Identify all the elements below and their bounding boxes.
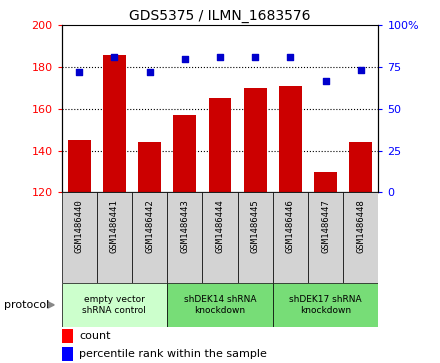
Point (216, 54, 224, 60)
Bar (62, 192, 97, 283)
Text: GSM1486440: GSM1486440 (75, 200, 84, 253)
Bar (62, 347, 73, 361)
Text: shDEK17 shRNA
knockdown: shDEK17 shRNA knockdown (289, 295, 362, 315)
Bar (244, 88, 267, 192)
Bar (62, 283, 167, 327)
Text: GSM1486445: GSM1486445 (251, 200, 260, 253)
Bar (279, 86, 302, 192)
Bar (314, 172, 337, 192)
Bar (97, 192, 132, 283)
Point (111, 54, 118, 60)
Text: GSM1486443: GSM1486443 (180, 200, 189, 253)
Bar (273, 192, 308, 283)
Bar (138, 142, 161, 192)
Bar (273, 283, 378, 327)
Bar (202, 192, 238, 283)
Bar (209, 98, 231, 192)
Text: GSM1486442: GSM1486442 (145, 200, 154, 253)
Point (146, 69, 153, 75)
Point (357, 68, 364, 73)
Text: GSM1486444: GSM1486444 (216, 200, 224, 253)
Title: GDS5375 / ILMN_1683576: GDS5375 / ILMN_1683576 (129, 9, 311, 23)
Text: GSM1486441: GSM1486441 (110, 200, 119, 253)
Bar (68, 140, 91, 192)
Text: percentile rank within the sample: percentile rank within the sample (79, 349, 267, 359)
Text: GSM1486446: GSM1486446 (286, 200, 295, 253)
Bar (308, 192, 343, 283)
Point (252, 54, 259, 60)
Bar (173, 115, 196, 192)
Text: empty vector
shRNA control: empty vector shRNA control (82, 295, 147, 315)
Point (181, 56, 188, 62)
Text: GSM1486447: GSM1486447 (321, 200, 330, 253)
Bar (167, 192, 202, 283)
Bar (238, 192, 273, 283)
Point (287, 54, 294, 60)
Bar (132, 192, 167, 283)
Text: protocol: protocol (4, 300, 50, 310)
Bar (343, 192, 378, 283)
Bar (62, 329, 73, 343)
Text: shDEK14 shRNA
knockdown: shDEK14 shRNA knockdown (184, 295, 256, 315)
Bar (167, 283, 273, 327)
Bar (103, 55, 126, 192)
Point (322, 78, 329, 83)
Text: GSM1486448: GSM1486448 (356, 200, 365, 253)
Text: count: count (79, 331, 110, 341)
Bar (349, 142, 372, 192)
Point (76, 69, 83, 75)
